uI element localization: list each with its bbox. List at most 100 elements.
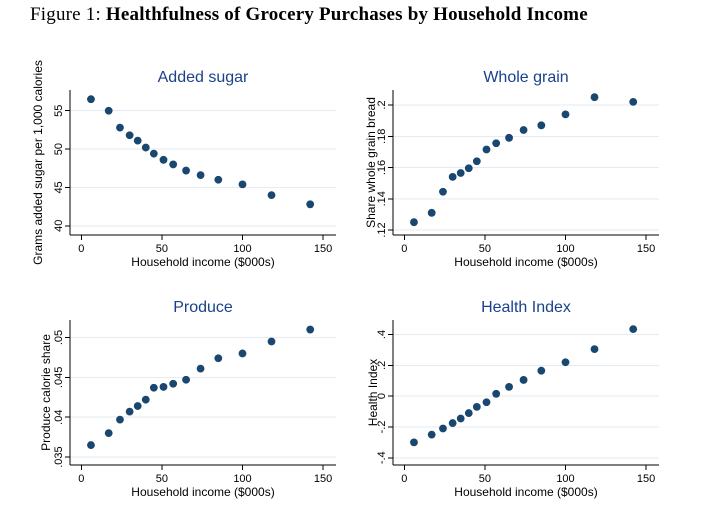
- y-tick-label: .16: [376, 160, 388, 175]
- data-point: [125, 407, 134, 416]
- x-axis-label: Household income ($000s): [131, 485, 274, 499]
- y-axis-label: Produce calorie share: [39, 334, 53, 451]
- data-point: [505, 382, 513, 391]
- x-tick-label: 150: [314, 243, 332, 255]
- x-tick-label: 0: [401, 473, 407, 485]
- data-point: [182, 166, 190, 175]
- data-point: [87, 441, 95, 449]
- data-point: [427, 208, 436, 217]
- data-point: [492, 139, 501, 148]
- data-point: [87, 95, 95, 104]
- y-tick-label: -.2: [376, 421, 388, 434]
- data-point: [149, 383, 158, 392]
- panel-title: Produce: [173, 299, 233, 316]
- data-point: [306, 200, 315, 209]
- data-point: [169, 379, 178, 388]
- produce-scatter-plot: .035 .04 .045 .05 0 50 100 150 Produce calorie s…: [39, 299, 336, 499]
- x-tick-label: 50: [156, 473, 168, 485]
- data-point: [141, 143, 150, 152]
- data-point: [456, 414, 465, 423]
- y-tick-label: 0: [376, 393, 388, 399]
- y-tick-label: .2: [376, 100, 388, 109]
- x-tick-label: 50: [156, 243, 168, 255]
- x-axis-label: Household income ($000s): [131, 255, 274, 269]
- data-point: [448, 172, 457, 181]
- data-point: [472, 403, 481, 411]
- x-tick-label: 150: [637, 473, 655, 485]
- panel-title: Health Index: [481, 299, 571, 316]
- y-axis-label: Share whole grain bread: [364, 97, 378, 228]
- data-point: [439, 187, 447, 196]
- data-point: [133, 136, 142, 145]
- x-tick-label: 0: [401, 243, 407, 255]
- data-point: [472, 157, 481, 166]
- data-point: [159, 383, 168, 391]
- x-axis-label: Household income ($000s): [454, 255, 597, 269]
- x-tick-label: 100: [233, 243, 251, 255]
- data-point: [196, 364, 205, 373]
- y-tick-label: .14: [376, 191, 388, 206]
- x-tick-label: 100: [556, 243, 574, 255]
- panel-title: Whole grain: [483, 69, 568, 86]
- data-point: [410, 438, 418, 447]
- data-point: [104, 429, 113, 438]
- x-tick-label: 0: [78, 473, 84, 485]
- data-point: [238, 349, 247, 358]
- data-point: [519, 376, 528, 384]
- data-point: [492, 389, 501, 398]
- data-point: [519, 126, 528, 134]
- data-point: [196, 171, 205, 180]
- y-tick-label: .035: [53, 446, 65, 467]
- data-point: [125, 131, 134, 140]
- data-point: [104, 106, 113, 115]
- figure-caption-title: Healthfulness of Grocery Purchases by Ho…: [105, 4, 588, 25]
- data-point: [464, 164, 473, 173]
- panel-health-index: -.4 -.2 0 .2 .4 0 50 100 150 Health Index Househol…: [343, 290, 678, 510]
- panel-added-sugar: 40 45 50 55 0 50 100 150 Grams added sugar per 1…: [20, 60, 355, 280]
- panel-title: Added sugar: [158, 69, 249, 86]
- x-tick-label: 0: [78, 243, 84, 255]
- data-point: [561, 358, 570, 367]
- data-point: [214, 354, 223, 363]
- data-point: [537, 121, 546, 130]
- data-point: [629, 97, 638, 106]
- y-tick-label: .04: [53, 410, 65, 425]
- data-point: [537, 366, 546, 375]
- data-point: [439, 424, 447, 433]
- y-tick-label: .12: [376, 222, 388, 237]
- data-point: [182, 375, 190, 384]
- panel-whole-grain: .12 .14 .16 .18 .2 0 50 100 150 Share whole grain…: [343, 60, 678, 280]
- y-tick-label: .2: [376, 361, 388, 370]
- panel-produce: .035 .04 .045 .05 0 50 100 150 Produce calorie s…: [20, 290, 355, 510]
- y-tick-label: 50: [53, 143, 65, 155]
- data-point: [306, 325, 315, 334]
- x-tick-label: 150: [314, 473, 332, 485]
- x-tick-label: 100: [556, 473, 574, 485]
- data-point: [169, 160, 178, 169]
- data-point: [448, 419, 457, 427]
- y-tick-label: .045: [53, 367, 65, 388]
- x-tick-label: 150: [637, 243, 655, 255]
- x-tick-label: 50: [479, 243, 491, 255]
- data-point: [427, 430, 436, 439]
- y-tick-label: .4: [376, 330, 388, 339]
- whole-grain-scatter-plot: .12 .14 .16 .18 .2 0 50 100 150 Share whole grain…: [364, 69, 659, 269]
- data-point: [116, 415, 124, 424]
- data-point: [590, 345, 599, 354]
- data-point: [238, 180, 247, 189]
- data-point: [410, 218, 418, 227]
- data-point: [159, 155, 168, 164]
- data-point: [267, 337, 276, 346]
- x-axis-label: Household income ($000s): [454, 485, 597, 499]
- y-axis-label: Grams added sugar per 1,000 calories: [31, 60, 45, 265]
- y-tick-label: 45: [53, 181, 65, 193]
- data-point: [482, 145, 491, 154]
- data-point: [149, 149, 158, 158]
- data-point: [464, 409, 473, 417]
- x-tick-label: 50: [479, 473, 491, 485]
- data-point: [629, 325, 638, 333]
- health-index-scatter-plot: -.4 -.2 0 .2 .4 0 50 100 150 Health Index Househol…: [366, 299, 659, 499]
- y-tick-label: .05: [53, 330, 65, 345]
- y-axis-label: Health Index: [366, 359, 380, 426]
- data-point: [456, 169, 465, 177]
